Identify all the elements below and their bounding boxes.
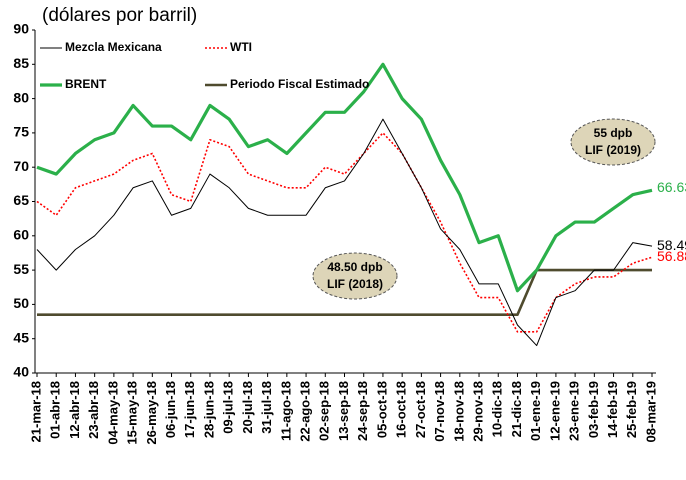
x-tick-label: 01-abr-18 [48, 381, 63, 439]
y-tick-label: 75 [13, 124, 29, 140]
x-tick-label: 29-nov-18 [470, 381, 485, 442]
x-tick-label: 07-nov-18 [432, 381, 447, 442]
x-tick-label: 18-nov-18 [451, 381, 466, 442]
x-tick-label: 02-sep-18 [317, 381, 332, 441]
end-value-label: 66.63 [657, 179, 686, 195]
y-tick-label: 65 [13, 192, 29, 208]
x-tick-label: 04-may-18 [105, 381, 120, 445]
x-tick-label: 12-ene-19 [547, 381, 562, 441]
annotation-text: LIF (2019) [585, 143, 641, 157]
x-tick-label: 06-jun-18 [163, 381, 178, 438]
x-tick-label: 08-mar-19 [643, 381, 658, 442]
x-tick-label: 11-ago-18 [278, 381, 293, 441]
x-tick-label: 22-ago-18 [298, 381, 313, 442]
y-tick-label: 50 [13, 295, 29, 311]
x-tick-label: 27-oct-18 [413, 381, 428, 438]
legend-label: Periodo Fiscal Estimado [230, 77, 369, 91]
x-tick-label: 14-feb-19 [605, 381, 620, 438]
y-tick-label: 85 [13, 55, 29, 71]
x-tick-label: 13-sep-18 [336, 381, 351, 441]
y-tick-label: 70 [13, 158, 29, 174]
x-tick-label: 21-mar-18 [28, 381, 43, 442]
legend-label: Mezcla Mexicana [65, 40, 162, 54]
annotation-text: LIF (2018) [327, 277, 383, 291]
y-tick-label: 60 [13, 227, 29, 243]
annotation-text: 55 dpb [594, 126, 633, 140]
series-line [36, 62, 653, 293]
x-tick-label: 21-dic-18 [509, 381, 524, 437]
x-tick-label: 10-dic-18 [490, 381, 505, 437]
x-tick-label: 20-jul-18 [240, 381, 255, 434]
x-tick-label: 05-oct-18 [374, 381, 389, 438]
y-tick-label: 80 [13, 89, 29, 105]
x-tick-label: 23-ene-19 [567, 381, 582, 441]
end-value-label: 56.88 [657, 248, 686, 264]
series-line [36, 118, 653, 347]
annotation-bubble [570, 118, 656, 166]
x-tick-label: 17-jun-18 [182, 381, 197, 438]
x-tick-label: 01-ene-19 [528, 381, 543, 441]
series-line [36, 132, 653, 333]
y-tick-label: 55 [13, 261, 29, 277]
y-tick-label: 45 [13, 329, 29, 345]
legend-label: WTI [230, 40, 252, 54]
y-tick-label: 90 [13, 21, 29, 37]
x-tick-label: 31-jul-18 [259, 381, 274, 434]
y-tick-label: 40 [13, 364, 29, 380]
x-tick-label: 26-may-18 [144, 381, 159, 445]
x-tick-label: 24-sep-18 [355, 381, 370, 441]
y-axis-label: (dólares por barril) [42, 5, 197, 26]
end-value-label: 58.49 [657, 237, 686, 253]
series-line [37, 268, 652, 316]
x-tick-label: 03-feb-19 [586, 381, 601, 438]
x-tick-label: 09-jul-18 [221, 381, 236, 434]
legend-label: BRENT [65, 77, 107, 91]
x-tick-label: 28-jun-18 [201, 381, 216, 438]
x-tick-label: 12-abr-18 [67, 381, 82, 439]
annotation-bubble [312, 252, 398, 300]
x-tick-label: 25-feb-19 [624, 381, 639, 438]
x-tick-label: 15-may-18 [125, 381, 140, 445]
x-tick-label: 23-abr-18 [86, 381, 101, 439]
annotation-text: 48.50 dpb [327, 260, 382, 274]
x-tick-label: 16-oct-18 [394, 381, 409, 438]
